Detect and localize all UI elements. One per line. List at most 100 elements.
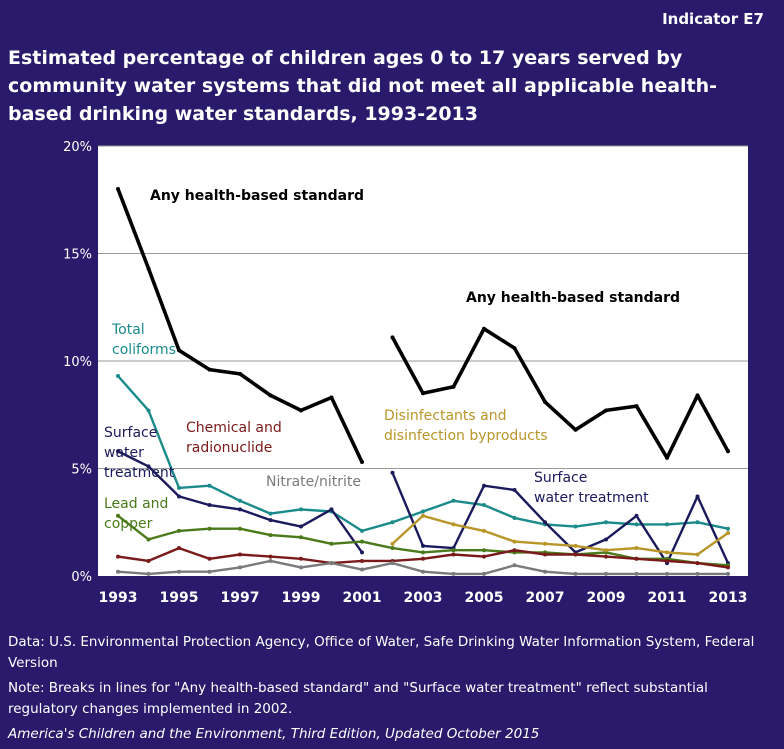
data-point (421, 569, 425, 574)
data-point (482, 554, 486, 559)
series-line (391, 514, 729, 556)
data-point (421, 556, 425, 561)
data-point (177, 494, 181, 499)
x-tick-label: 2009 (587, 590, 626, 606)
data-point (390, 561, 395, 566)
data-point (146, 571, 151, 576)
data-point (238, 552, 242, 557)
annotation-label: Any health-based standard (150, 188, 364, 204)
data-point (665, 550, 669, 555)
data-point (390, 335, 395, 340)
data-point (116, 374, 120, 379)
data-point (695, 520, 700, 525)
data-point (573, 543, 578, 548)
data-point (543, 552, 547, 557)
data-point (116, 569, 120, 574)
citation: America's Children and the Environment, … (8, 726, 540, 742)
x-tick-label: 2011 (648, 590, 687, 606)
data-point (512, 346, 517, 351)
data-point (421, 550, 425, 555)
data-point (634, 556, 639, 561)
data-point (512, 563, 517, 568)
data-point (482, 326, 486, 331)
data-point (360, 558, 364, 563)
data-point (238, 526, 242, 531)
data-point (146, 464, 151, 469)
data-point (421, 543, 425, 548)
data-point (604, 554, 608, 559)
annotation-label: Lead and copper (104, 496, 168, 532)
data-point (238, 371, 242, 376)
data-point (299, 408, 303, 413)
data-point (116, 187, 120, 191)
data-point (695, 494, 700, 499)
annotation-label: Nitrate/nitrite (266, 474, 361, 490)
data-point (634, 404, 639, 409)
data-point (329, 507, 334, 512)
data-point (695, 571, 700, 576)
data-point (726, 565, 730, 570)
data-point (451, 498, 456, 503)
data-point (268, 533, 273, 538)
data-point (451, 384, 456, 389)
data-point (421, 513, 425, 518)
data-point (634, 571, 639, 576)
data-point (543, 520, 547, 525)
indicator-label: Indicator E7 (662, 10, 764, 28)
x-tick-label: 2005 (465, 590, 504, 606)
data-point (360, 550, 364, 555)
data-point (482, 483, 486, 488)
data-point (634, 522, 639, 527)
annotation-label: Any health-based standard (466, 290, 680, 306)
y-tick-label: 10% (63, 355, 92, 370)
data-point (604, 408, 608, 413)
data-point (543, 541, 547, 546)
data-point (482, 571, 486, 576)
data-point (726, 571, 730, 576)
data-point (573, 427, 578, 432)
data-point (543, 399, 547, 404)
data-point (451, 552, 456, 557)
x-tick-label: 1999 (282, 590, 321, 606)
data-point (207, 526, 212, 531)
data-point (299, 507, 303, 512)
data-point (573, 571, 578, 576)
annotation-label: Chemical and radionuclide (186, 420, 282, 456)
data-point (604, 520, 608, 525)
annotation-label: Disinfectants and disinfection byproducts (384, 408, 548, 444)
chart-title: Estimated percentage of children ages 0 … (8, 47, 718, 125)
data-point (512, 539, 517, 544)
data-point (238, 507, 242, 512)
annotation-label: Total coliforms (111, 322, 176, 358)
x-tick-label: 1995 (160, 590, 199, 606)
x-tick-label: 1997 (221, 590, 260, 606)
data-point (268, 393, 273, 398)
data-point (726, 531, 730, 535)
data-point (390, 470, 395, 475)
data-point (299, 556, 303, 561)
data-point (116, 513, 120, 518)
data-point (177, 348, 181, 353)
data-point (360, 539, 364, 544)
data-point (238, 565, 242, 570)
data-point (390, 520, 395, 525)
data-point (695, 393, 700, 398)
data-point (726, 526, 730, 531)
data-point (299, 524, 303, 529)
data-point (451, 522, 456, 527)
data-point (268, 518, 273, 523)
data-point (177, 528, 181, 533)
x-tick-label: 2001 (343, 590, 382, 606)
data-point (207, 503, 212, 508)
annotation-label: Surface water treatment (104, 425, 175, 481)
y-tick-label: 5% (71, 463, 92, 478)
data-point (573, 552, 578, 557)
data-point (207, 367, 212, 372)
data-point (299, 565, 303, 570)
data-point (665, 558, 669, 563)
data-point (421, 391, 425, 396)
data-point (268, 554, 273, 559)
data-point (177, 485, 181, 490)
data-point (482, 548, 486, 553)
data-point (665, 455, 669, 460)
